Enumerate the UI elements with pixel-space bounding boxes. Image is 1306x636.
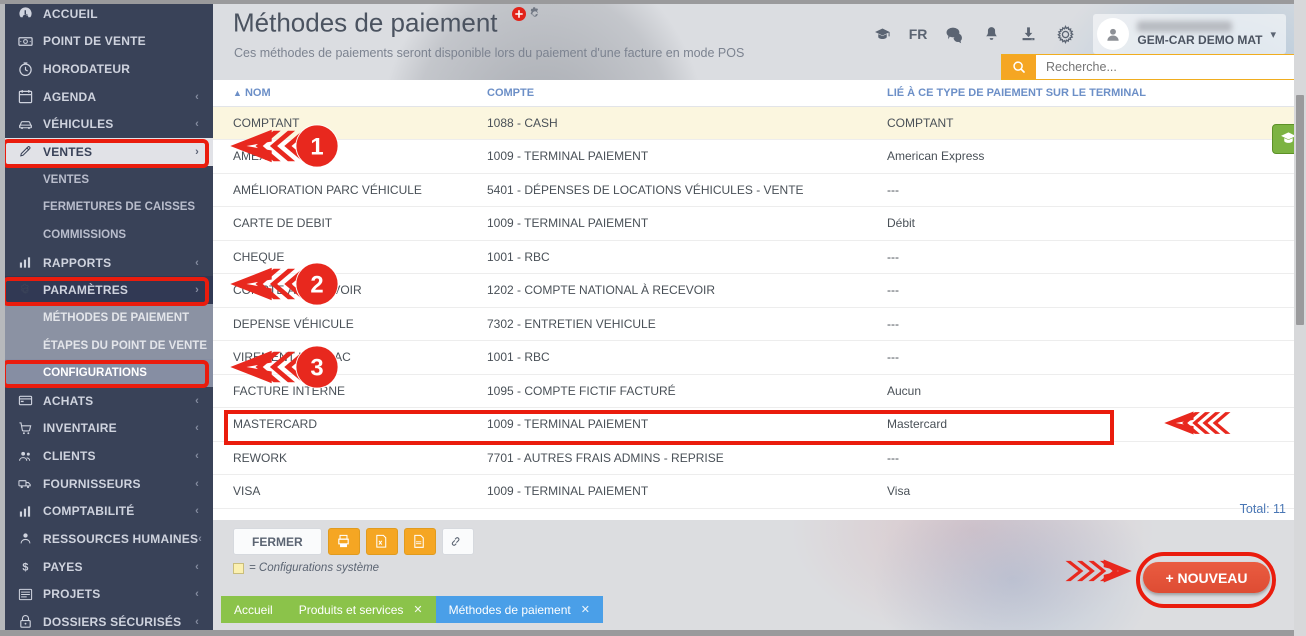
svg-text:$: $ bbox=[22, 562, 28, 574]
